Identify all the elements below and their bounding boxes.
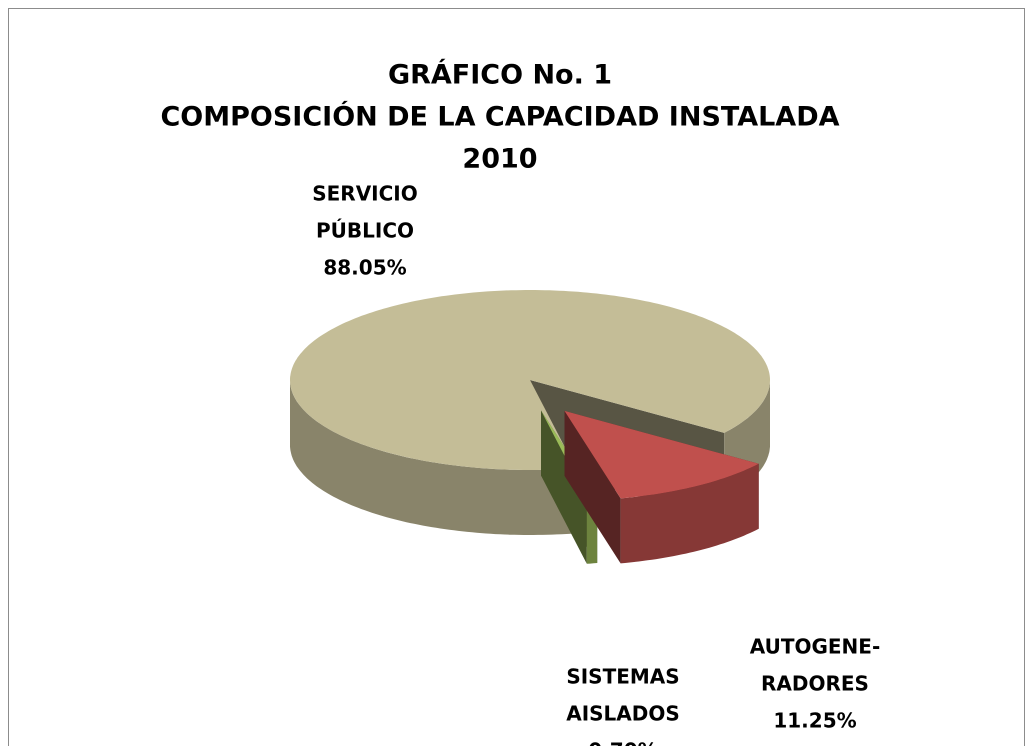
slice-label: SISTEMAS <box>566 665 679 689</box>
slice-label: PÚBLICO <box>316 219 414 243</box>
slice <box>290 290 770 470</box>
slice <box>564 410 759 499</box>
slice-label: AISLADOS <box>566 702 680 726</box>
slice-label: AUTOGENE- <box>750 635 881 659</box>
slice-label: SERVICIO <box>312 182 418 206</box>
slice-wall <box>564 410 621 564</box>
value-label: 88.05% <box>323 256 406 280</box>
chart-title: GRÁFICO No. 1 <box>388 59 612 91</box>
slice-side <box>290 380 576 535</box>
slice-side <box>620 463 759 564</box>
chart-title: COMPOSICIÓN DE LA CAPACIDAD INSTALADA <box>160 101 839 133</box>
chart-title: 2010 <box>462 144 537 175</box>
value-label: 11.25% <box>773 709 856 733</box>
slice-wall <box>541 410 587 564</box>
slice-label: RADORES <box>761 672 869 696</box>
value-label: 0.70% <box>588 739 657 746</box>
